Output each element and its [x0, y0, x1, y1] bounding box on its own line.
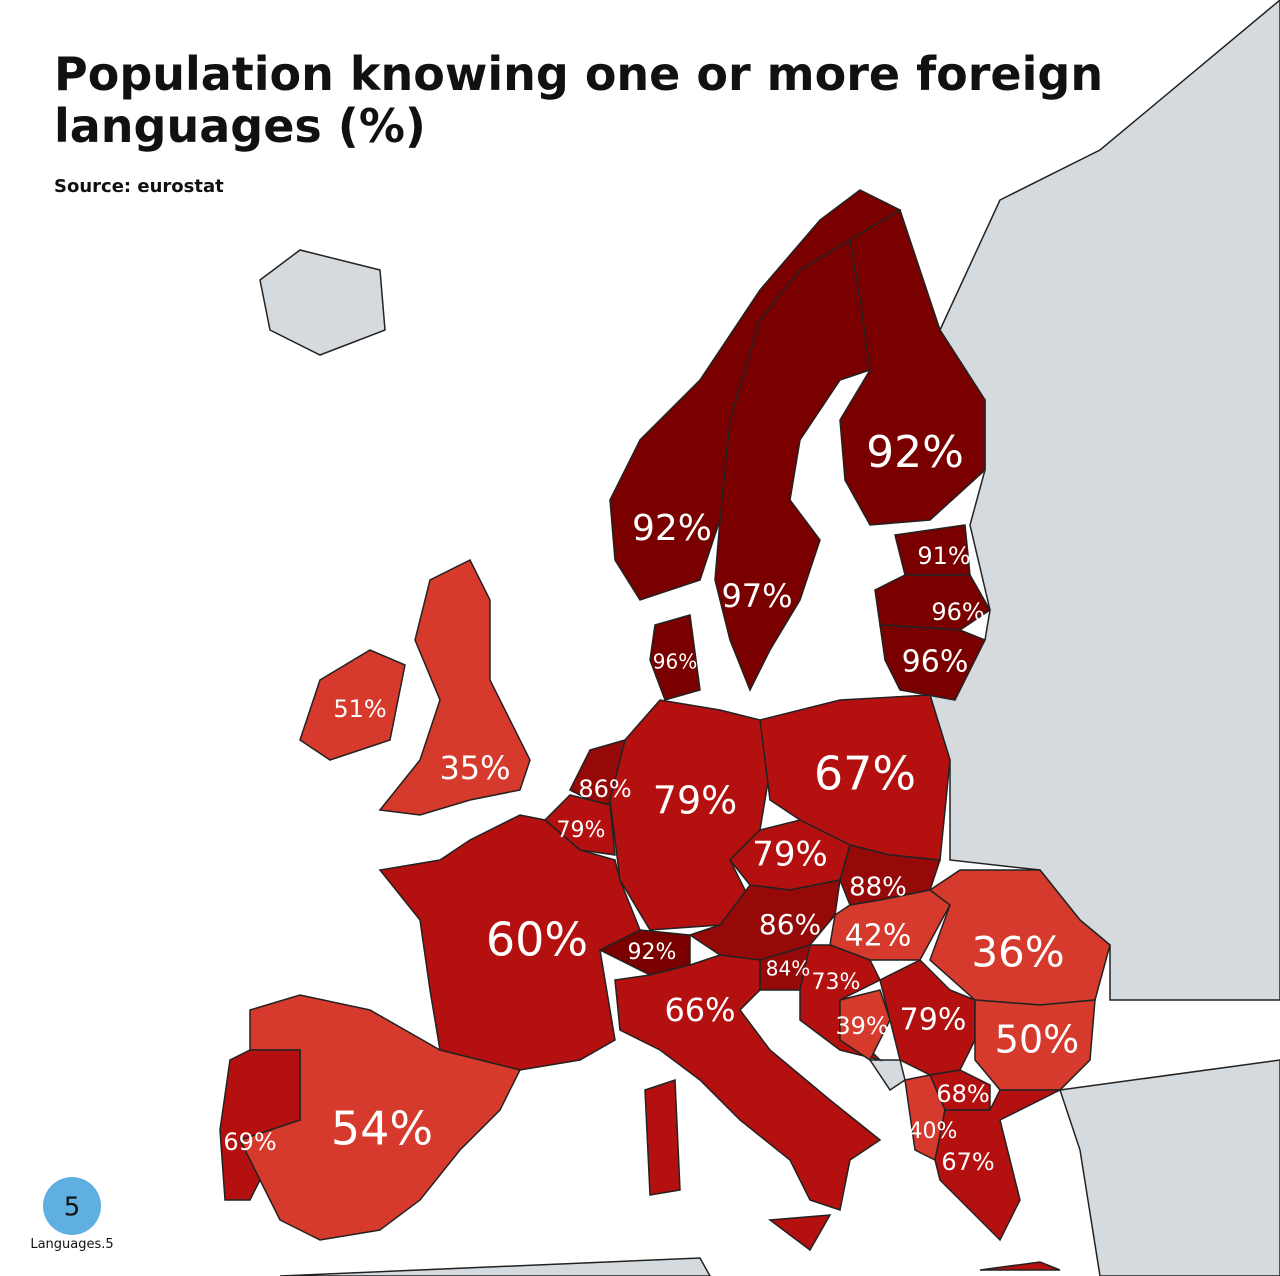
- value-label: 84%: [766, 957, 810, 981]
- value-label: 40%: [909, 1119, 958, 1144]
- turkey: [1059, 1059, 1280, 1276]
- countries: [219, 189, 1111, 1271]
- other-land: [259, 0, 1280, 1276]
- value-label: 86%: [578, 775, 631, 803]
- eastern-land: [929, 0, 1280, 1001]
- value-label: 73%: [812, 970, 861, 995]
- value-label: 50%: [995, 1018, 1079, 1062]
- country: [598, 929, 691, 976]
- country: [879, 624, 987, 701]
- title: Population knowing one or more foreign: [54, 47, 1103, 101]
- value-label: 92%: [632, 508, 712, 549]
- value-label: 92%: [628, 940, 677, 965]
- value-label: 36%: [971, 928, 1064, 977]
- iceland: [259, 249, 386, 356]
- africa: [279, 1257, 711, 1276]
- country: [299, 649, 406, 761]
- country: [714, 238, 871, 692]
- value-label: 88%: [849, 873, 907, 903]
- source: Source: eurostat: [54, 176, 224, 197]
- value-label: 79%: [653, 779, 737, 823]
- value-label: 51%: [333, 695, 386, 723]
- logo-name: Languages.5: [30, 1237, 113, 1252]
- value-label: 35%: [439, 749, 510, 787]
- title: languages (%): [54, 99, 426, 153]
- value-label: 68%: [936, 1080, 989, 1108]
- country: [879, 959, 976, 1076]
- value-label: 79%: [752, 835, 828, 875]
- country: [974, 999, 1096, 1091]
- logo-digit: 5: [64, 1193, 81, 1223]
- value-label: 39%: [835, 1012, 888, 1040]
- value-label: 67%: [814, 747, 916, 801]
- country: [614, 954, 882, 1252]
- value-label: 54%: [331, 1102, 433, 1156]
- logo-globe: [43, 1177, 101, 1235]
- value-label: 42%: [845, 919, 912, 954]
- country: [839, 989, 891, 1062]
- value-label: 67%: [941, 1148, 994, 1176]
- value-label: 96%: [902, 645, 969, 680]
- value-label: 96%: [653, 650, 697, 674]
- value-label: 91%: [917, 542, 970, 570]
- value-label: 96%: [931, 598, 984, 626]
- value-label: 86%: [759, 908, 821, 941]
- value-label: 66%: [664, 991, 735, 1029]
- country: [378, 558, 531, 816]
- value-labels: 92%92%97%91%96%96%96%51%35%86%79%79% 67%7…: [223, 427, 1079, 1176]
- value-label: 92%: [866, 427, 964, 478]
- country: [219, 1049, 301, 1201]
- value-label: 60%: [486, 913, 588, 967]
- value-label: 79%: [900, 1003, 967, 1038]
- value-label: 69%: [223, 1128, 276, 1156]
- value-label: 97%: [721, 577, 792, 615]
- value-label: 79%: [557, 818, 606, 843]
- country: [934, 1089, 1061, 1271]
- country: [649, 614, 701, 701]
